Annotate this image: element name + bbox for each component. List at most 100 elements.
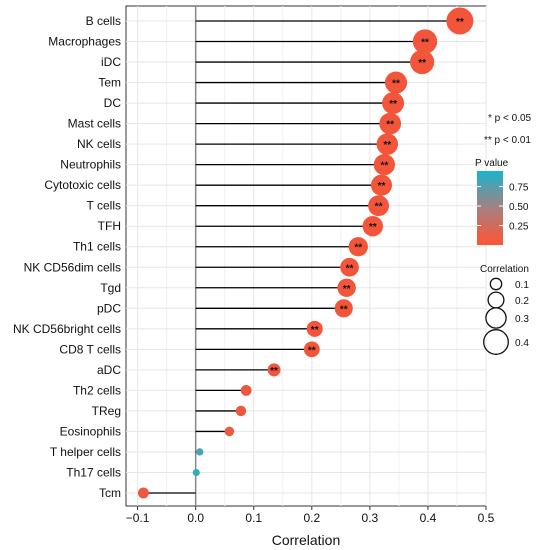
size-legend-circle bbox=[483, 329, 509, 355]
size-legend-label: 0.4 bbox=[515, 338, 529, 349]
category-label: Tcm bbox=[99, 486, 121, 500]
category-label: DC bbox=[104, 96, 122, 110]
lollipop-dot bbox=[376, 133, 399, 155]
category-label: iDC bbox=[101, 55, 121, 69]
lollipop-dot bbox=[137, 487, 149, 499]
significance-label: ** bbox=[378, 181, 386, 192]
x-tick-label: 0.1 bbox=[245, 511, 262, 525]
x-axis-ticks: −0.1 0.0 0.1 0.2 0.3 0.4 0.5 bbox=[126, 506, 495, 525]
lollipop-dot bbox=[340, 257, 359, 277]
lollipop-dot bbox=[382, 92, 405, 115]
significance-label: ** bbox=[392, 79, 400, 90]
category-label: Neutrophils bbox=[60, 158, 121, 172]
lollipop-dot bbox=[362, 216, 383, 237]
significance-label: ** bbox=[340, 304, 348, 315]
colorbar-tick-label: 0.50 bbox=[509, 202, 529, 213]
significance-label: ** bbox=[270, 366, 278, 377]
significance-label: ** bbox=[383, 140, 391, 151]
lollipop-dot bbox=[196, 448, 204, 456]
significance-key: * p < 0.05 ** p < 0.01 bbox=[484, 113, 532, 146]
size-legend-label: 0.1 bbox=[515, 280, 529, 291]
lollipop-dot bbox=[348, 237, 368, 257]
category-label: TFH bbox=[98, 219, 121, 233]
category-label: T cells bbox=[87, 199, 121, 213]
lollipop-dot bbox=[224, 426, 235, 437]
size-legend-label: 0.3 bbox=[515, 314, 529, 325]
pvalue-colorbar bbox=[477, 171, 503, 245]
significance-label: ** bbox=[386, 120, 394, 131]
size-legend-label: 0.2 bbox=[515, 296, 529, 307]
category-label: B cells bbox=[86, 14, 121, 28]
category-label: Th17 cells bbox=[66, 465, 121, 479]
category-label: TReg bbox=[92, 404, 121, 418]
significance-label: ** bbox=[354, 243, 362, 254]
lollipop-dot bbox=[412, 29, 438, 54]
significance-label: ** bbox=[343, 284, 351, 295]
sig-key-1: * p < 0.05 bbox=[488, 113, 532, 124]
x-tick-label: 0.5 bbox=[478, 511, 495, 525]
lollipop-dot bbox=[368, 195, 390, 217]
plot-background bbox=[125, 5, 487, 507]
category-label: pDC bbox=[97, 301, 121, 315]
size-legend-title: Correlation bbox=[480, 264, 529, 275]
significance-label: ** bbox=[389, 99, 397, 110]
category-label: NK cells bbox=[77, 137, 121, 151]
x-tick-label: 0.2 bbox=[303, 511, 320, 525]
category-label: CD8 T cells bbox=[59, 342, 121, 356]
lollipop-dot bbox=[240, 384, 252, 396]
significance-label: ** bbox=[421, 38, 429, 49]
lollipop-dot bbox=[337, 278, 356, 298]
x-tick-label: 0.3 bbox=[362, 511, 379, 525]
lollipop-dots bbox=[137, 7, 474, 499]
category-label: Th2 cells bbox=[73, 383, 121, 397]
significance-label: ** bbox=[369, 222, 377, 233]
lollipop-dot bbox=[235, 405, 247, 417]
lollipop-dot bbox=[267, 363, 281, 377]
category-label: Tgd bbox=[100, 281, 121, 295]
lollipop-dot bbox=[373, 154, 396, 176]
lollipop-dot bbox=[306, 320, 323, 337]
lollipop-dot bbox=[379, 112, 402, 135]
x-tick-label: 0.0 bbox=[187, 511, 204, 525]
significance-labels: ************************************ bbox=[270, 17, 464, 377]
category-label: Eosinophils bbox=[60, 424, 121, 438]
category-label: Th1 cells bbox=[73, 240, 121, 254]
category-labels: B cells Macrophages iDC Tem DC Mast cells NK c… bbox=[13, 14, 121, 500]
lollipop-dot bbox=[192, 468, 200, 477]
significance-label: ** bbox=[375, 202, 383, 213]
lollipop-dot bbox=[303, 341, 320, 358]
category-label: Mast cells bbox=[68, 117, 121, 131]
x-tick-label: −0.1 bbox=[126, 511, 150, 525]
significance-label: ** bbox=[418, 58, 426, 69]
category-label: Macrophages bbox=[48, 35, 121, 49]
plot-area bbox=[125, 5, 487, 507]
category-label: NK CD56dim cells bbox=[24, 260, 121, 274]
size-legend-circle bbox=[489, 277, 503, 291]
x-axis-title: Correlation bbox=[272, 532, 340, 548]
sig-key-2: ** p < 0.01 bbox=[484, 135, 531, 146]
size-legend-items: 0.1 0.2 0.3 0.4 bbox=[483, 277, 529, 355]
category-label: Cytotoxic cells bbox=[44, 178, 121, 192]
x-tick-label: 0.4 bbox=[420, 511, 437, 525]
correlation-size-legend: Correlation 0.1 0.2 0.3 0.4 bbox=[480, 264, 529, 355]
category-label: aDC bbox=[97, 363, 121, 377]
lollipop-dot bbox=[446, 7, 474, 35]
lollipop-dot bbox=[384, 71, 408, 94]
size-legend-circle bbox=[487, 291, 505, 309]
colorbar-tick-label: 0.75 bbox=[509, 183, 529, 194]
colorbar-tick-label: 0.25 bbox=[509, 222, 529, 233]
lollipop-dot bbox=[370, 174, 393, 196]
significance-label: ** bbox=[346, 263, 354, 274]
significance-label: ** bbox=[380, 161, 388, 172]
pvalue-legend: P value 0.75 0.50 0.25 bbox=[475, 158, 529, 245]
pvalue-legend-title: P value bbox=[475, 158, 509, 169]
significance-label: ** bbox=[311, 325, 319, 336]
lollipop-stems bbox=[143, 20, 460, 494]
size-legend-circle bbox=[485, 307, 507, 329]
category-label: Tem bbox=[98, 76, 121, 90]
significance-label: ** bbox=[456, 17, 464, 28]
significance-label: ** bbox=[308, 345, 316, 356]
category-label: NK CD56bright cells bbox=[13, 322, 121, 336]
